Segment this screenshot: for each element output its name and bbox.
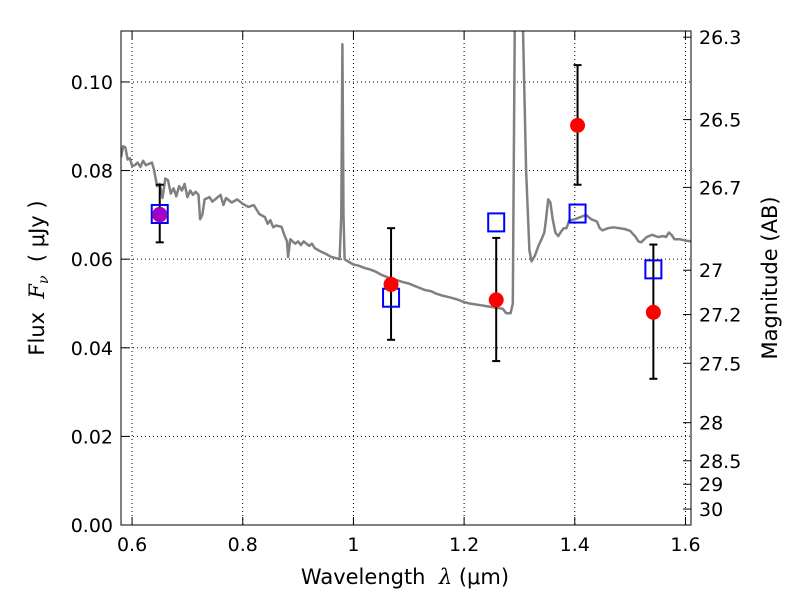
- plot-frame: [120, 30, 692, 526]
- y2-tick-label: 27.5: [699, 353, 741, 375]
- y2-tick-label: 30: [699, 499, 723, 521]
- x-tick-label: 0.6: [117, 534, 147, 556]
- model-spectrum-line: [121, 31, 691, 315]
- y2-tick-label: 27: [699, 260, 723, 282]
- x-tick-label: 1.6: [670, 534, 700, 556]
- grid-lines: [121, 31, 691, 526]
- y2-tick-label: 26.3: [699, 27, 741, 49]
- y-tick-label: 0.00: [71, 515, 113, 537]
- model-photometry-square: [644, 259, 663, 280]
- x-axis-label: Wavelength λ (μm): [301, 565, 509, 589]
- x-tick-label: 1.2: [449, 534, 479, 556]
- x-tick-label: 0.8: [228, 534, 258, 556]
- model-photometry-square: [568, 203, 587, 224]
- y-tick-label: 0.06: [71, 249, 113, 271]
- y-tick-label: 0.08: [71, 161, 113, 183]
- data-layer: [121, 31, 691, 380]
- observed-flux-point: [383, 276, 399, 292]
- y2-tick-label: 29: [699, 474, 723, 496]
- observed-flux-point: [488, 292, 504, 308]
- y-axis-label: Flux Fν ( μJy ): [25, 200, 52, 355]
- observed-flux-point: [645, 304, 661, 320]
- y2-tick-label: 28: [699, 413, 723, 435]
- y2-tick-label: 26.7: [699, 177, 741, 199]
- overlap-point: [152, 206, 168, 222]
- y2-tick-label: 26.5: [699, 110, 741, 132]
- y-tick-label: 0.10: [71, 72, 113, 94]
- observed-flux-point: [570, 117, 586, 133]
- model-photometry-square: [150, 203, 169, 224]
- x-tick-label: 1: [347, 534, 359, 556]
- axis-ticks: 0.6 0.8 1 1.2 1.4 1.6 0.00 0.02 0.04 0.06 0.08 0.10…: [71, 27, 742, 556]
- x-tick-label: 1.4: [560, 534, 590, 556]
- y2-axis-label: Magnitude (AB): [758, 196, 782, 359]
- y-tick-label: 0.04: [71, 338, 113, 360]
- y2-tick-label: 27.2: [699, 305, 741, 327]
- y-tick-label: 0.02: [71, 426, 113, 448]
- y2-tick-label: 28.5: [699, 451, 741, 473]
- model-photometry-square: [487, 212, 506, 233]
